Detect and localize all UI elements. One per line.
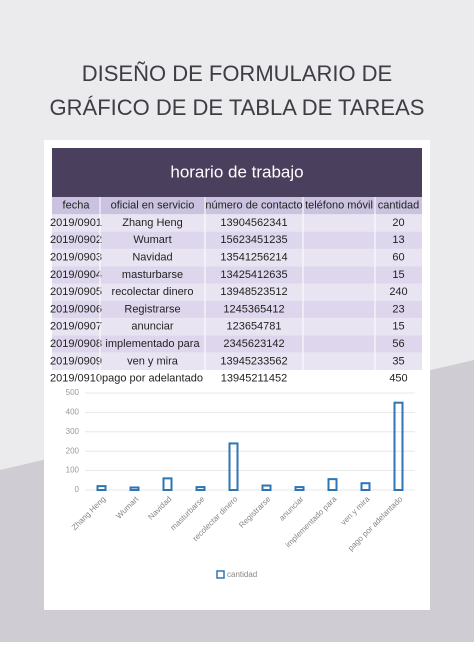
- table-cell: 15623451235: [220, 234, 287, 246]
- table-cell: implementado para: [105, 338, 200, 350]
- column-header: cantidad: [378, 200, 420, 212]
- bar: [261, 484, 272, 491]
- table-cell: 13904562341: [220, 217, 287, 229]
- table-row: [52, 231, 422, 249]
- y-tick-label: 100: [66, 466, 80, 475]
- table-cell: Wumart: [133, 234, 171, 246]
- table-cell: 13945233562: [220, 355, 287, 367]
- table-row: [52, 335, 422, 353]
- bar: [327, 478, 338, 491]
- table-cell: 15: [392, 321, 404, 333]
- bar: [360, 482, 371, 491]
- table-cell: 240: [389, 286, 407, 298]
- table-cell: 2019/0901: [50, 217, 102, 229]
- y-tick-label: 500: [66, 388, 80, 397]
- column-header-row: [52, 197, 422, 215]
- bar: [129, 486, 140, 491]
- column-header: teléfono móvil: [305, 200, 373, 212]
- table-cell: pago por adelantado: [102, 373, 203, 385]
- table-cell: 2019/0903: [50, 251, 102, 263]
- table-cell: 35: [392, 355, 404, 367]
- y-tick-label: 200: [66, 446, 80, 455]
- table-cell: 23: [392, 303, 404, 315]
- legend-swatch: [216, 570, 225, 579]
- bar: [393, 401, 404, 492]
- table-cell: 2019/0908: [50, 338, 102, 350]
- legend-label: cantidad: [227, 570, 257, 579]
- bar: [96, 485, 107, 491]
- table-cell: 60: [392, 251, 404, 263]
- table-cell: masturbarse: [122, 269, 183, 281]
- table-cell: 13945211452: [221, 373, 287, 385]
- column-header: número de contacto: [205, 200, 302, 212]
- y-tick-label: 300: [66, 427, 80, 436]
- table-cell: 13: [392, 234, 404, 246]
- table-row: [52, 283, 422, 301]
- bar: [294, 486, 305, 491]
- table-cell: recolectar dinero: [112, 286, 194, 298]
- title-line: GRÁFICO DE DE TABLA DE TAREAS: [50, 95, 425, 120]
- table-cell: 13541256214: [220, 251, 287, 263]
- table-cell: 2019/0906: [50, 303, 102, 315]
- y-tick-label: 400: [66, 408, 80, 417]
- table-cell: Navidad: [132, 251, 172, 263]
- table-cell: 123654781: [226, 321, 281, 333]
- table-cell: 2345623142: [223, 338, 284, 350]
- table-cell: 450: [389, 373, 407, 385]
- table-row: [52, 300, 422, 319]
- table-title: horario de trabajo: [170, 162, 303, 181]
- table-row: [52, 214, 422, 232]
- table-cell: 2019/0910: [50, 373, 102, 385]
- table-cell: 13425412635: [220, 269, 287, 281]
- bar: [195, 486, 206, 491]
- table-cell: ven y mira: [127, 355, 179, 367]
- table-cell: anunciar: [131, 321, 174, 333]
- bar: [162, 477, 173, 491]
- table-row: [52, 352, 422, 370]
- table-row: [52, 266, 422, 284]
- table-row: [52, 318, 422, 336]
- column-header: oficial en servicio: [111, 200, 195, 212]
- table-cell: 2019/0902: [50, 234, 102, 246]
- y-tick-label: 0: [75, 485, 80, 494]
- table-row: [52, 370, 422, 388]
- table-cell: 2019/0905: [50, 286, 102, 298]
- table-cell: 13948523512: [220, 286, 287, 298]
- table-row: [52, 248, 422, 267]
- table-cell: 2019/0909: [50, 355, 102, 367]
- table-cell: 15: [392, 269, 404, 281]
- table-cell: 20: [392, 217, 404, 229]
- column-header: fecha: [63, 200, 91, 212]
- table-header-band: [52, 148, 422, 197]
- bar: [228, 442, 239, 492]
- table-cell: 1245365412: [223, 303, 284, 315]
- table-cell: Registrarse: [124, 303, 180, 315]
- table-cell: 2019/0904: [50, 269, 102, 281]
- table-cell: Zhang Heng: [122, 217, 183, 229]
- title-line: DISEÑO DE FORMULARIO DE: [82, 61, 392, 86]
- table-cell: 2019/0907: [50, 321, 102, 333]
- table-cell: 56: [392, 338, 404, 350]
